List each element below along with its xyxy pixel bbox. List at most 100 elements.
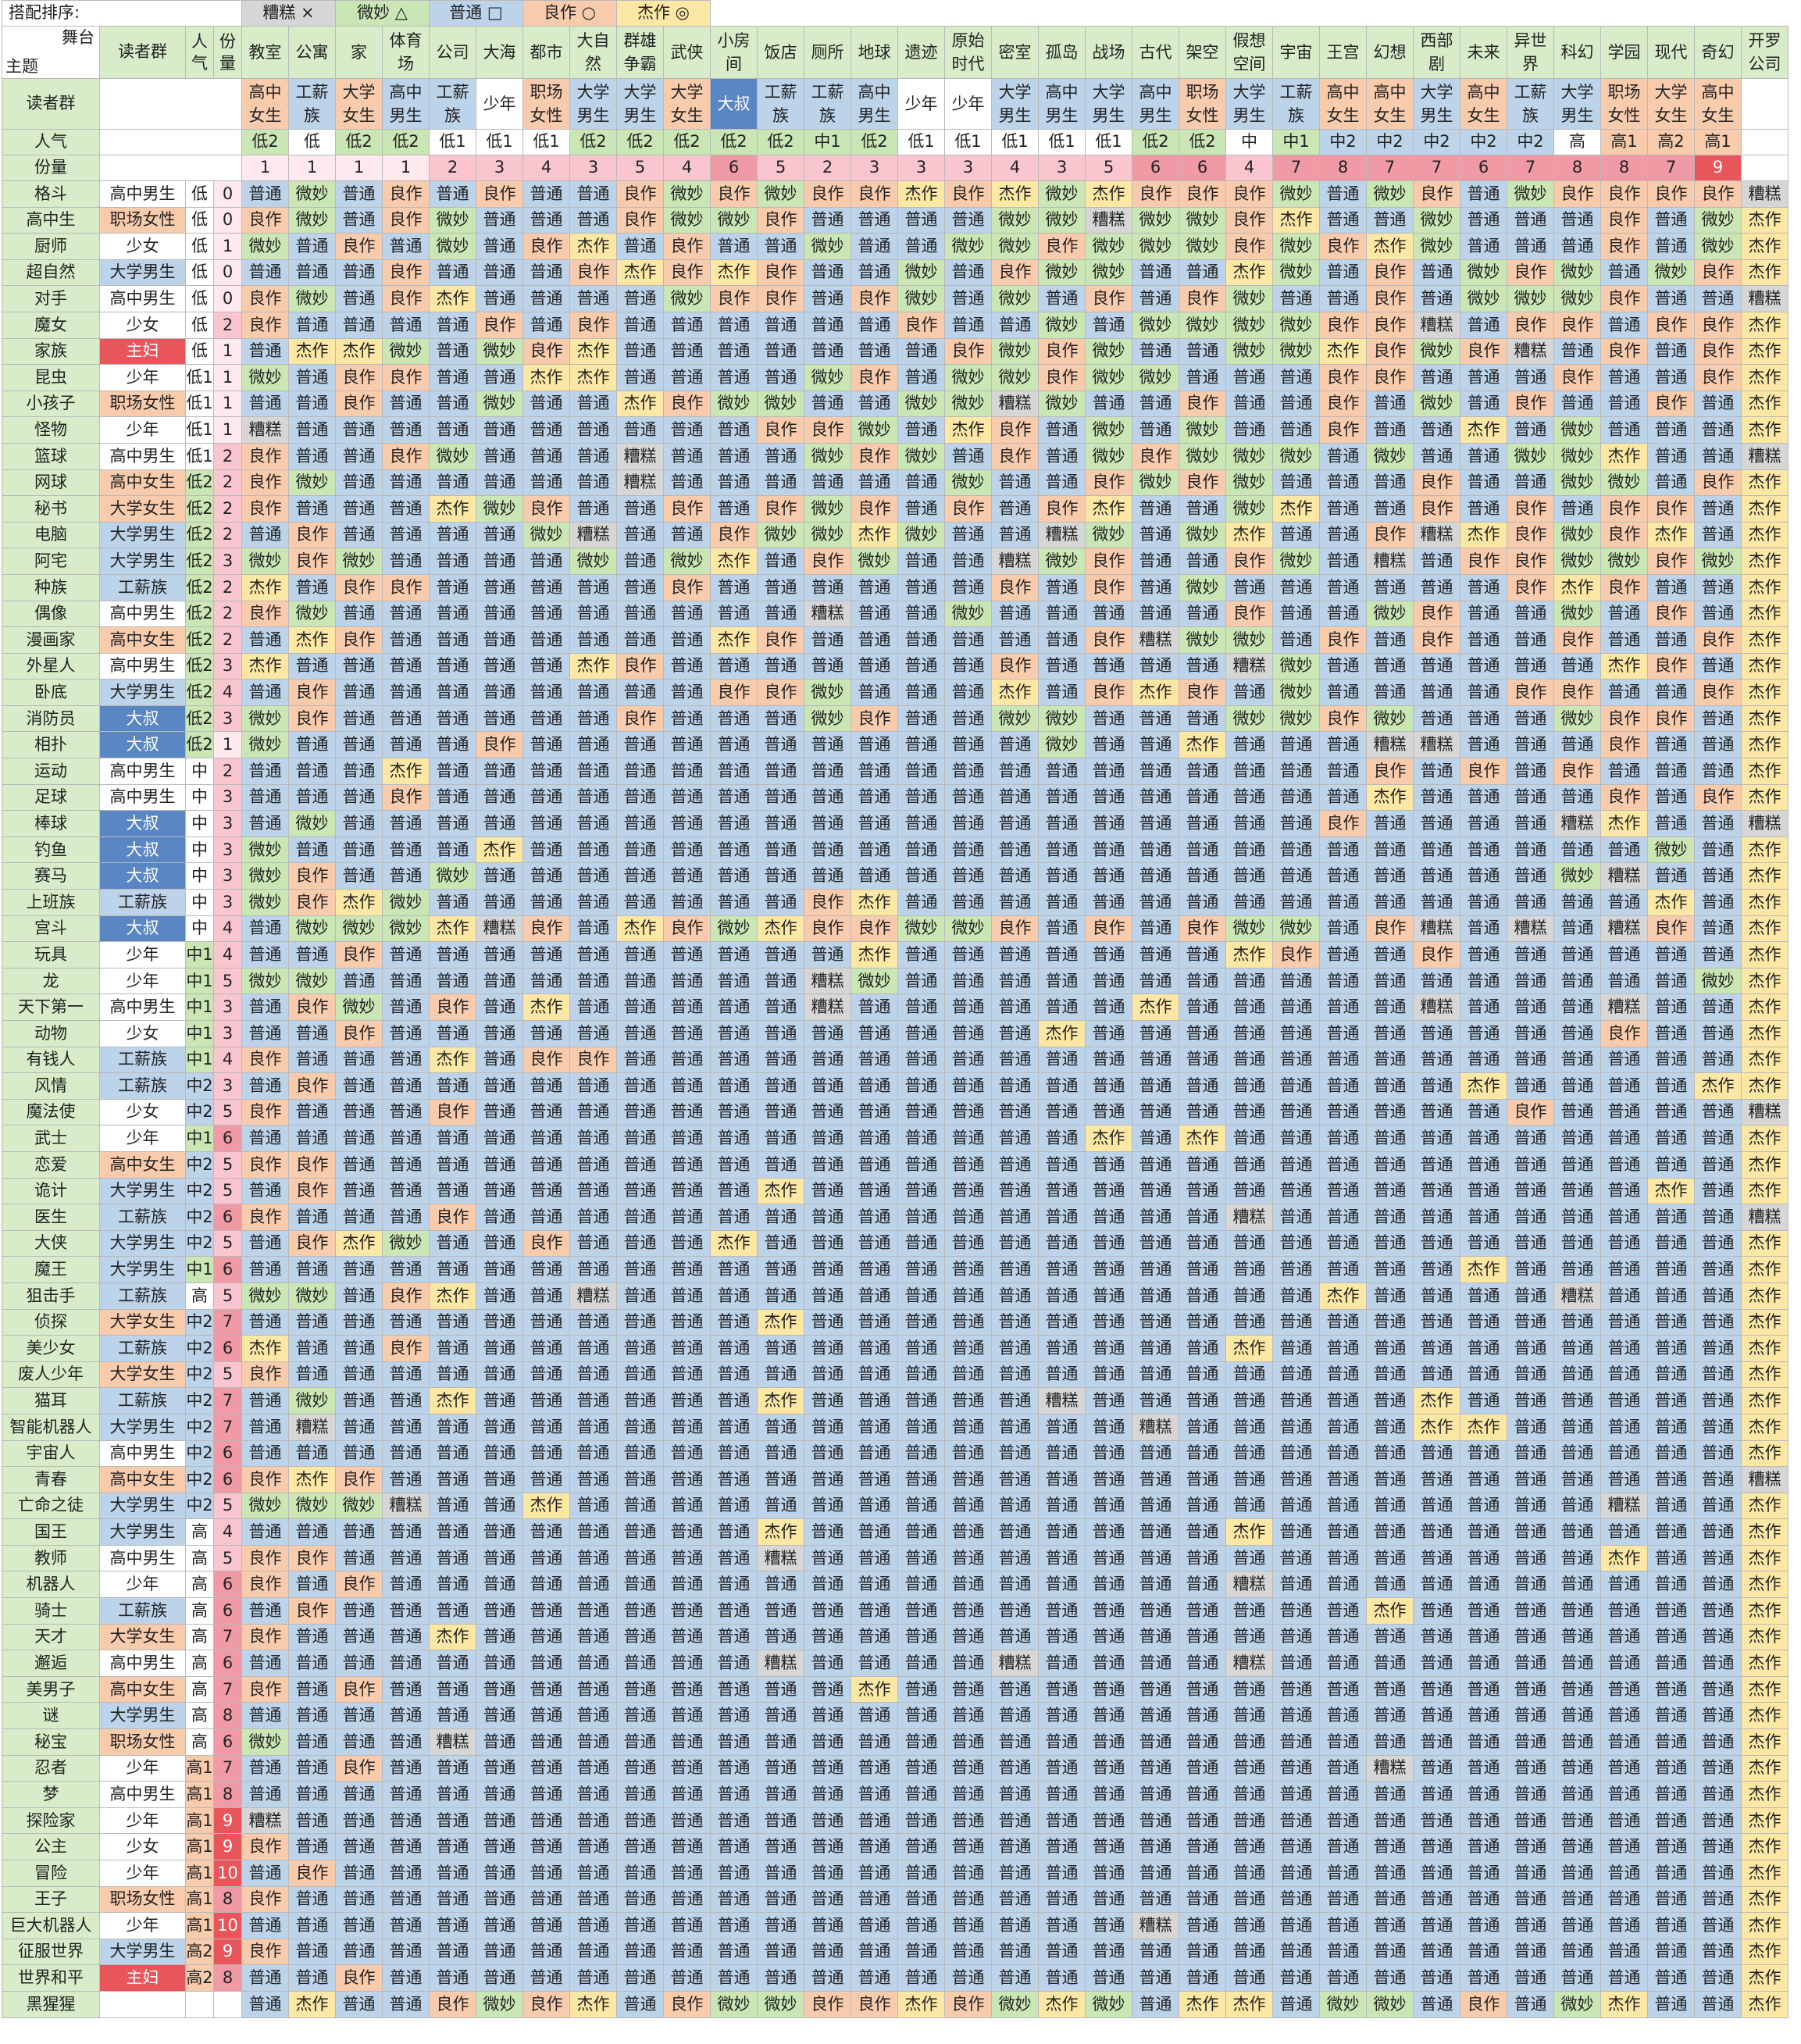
match-cell[interactable]: 普通 bbox=[476, 1912, 523, 1939]
match-cell[interactable]: 普通 bbox=[1085, 1387, 1132, 1414]
match-cell[interactable]: 普通 bbox=[710, 1492, 758, 1520]
match-cell[interactable]: 普通 bbox=[1085, 1282, 1132, 1310]
match-cell[interactable]: 糟糕 bbox=[1741, 442, 1789, 470]
match-cell[interactable]: 普通 bbox=[1600, 600, 1648, 628]
match-cell[interactable]: 普通 bbox=[1179, 1833, 1226, 1860]
match-cell[interactable]: 普通 bbox=[710, 1387, 758, 1414]
match-cell[interactable]: 普通 bbox=[1413, 679, 1460, 706]
match-cell[interactable]: 普通 bbox=[1132, 573, 1179, 601]
match-cell[interactable]: 普通 bbox=[1319, 600, 1367, 628]
match-cell[interactable]: 普通 bbox=[569, 1020, 617, 1047]
match-cell[interactable]: 普通 bbox=[851, 1544, 898, 1572]
match-cell[interactable]: 普通 bbox=[944, 836, 992, 864]
match-cell[interactable]: 普通 bbox=[1694, 1702, 1742, 1730]
match-cell[interactable]: 普通 bbox=[569, 1702, 617, 1730]
match-cell[interactable]: 良作 bbox=[288, 1072, 336, 1100]
match-cell[interactable]: 普通 bbox=[569, 600, 617, 628]
match-cell[interactable]: 杰作 bbox=[1413, 1413, 1460, 1441]
match-cell[interactable]: 普通 bbox=[616, 1938, 664, 1966]
match-cell[interactable]: 普通 bbox=[1038, 1650, 1086, 1677]
match-cell[interactable]: 微妙 bbox=[1225, 337, 1273, 366]
match-cell[interactable]: 普通 bbox=[382, 1833, 430, 1860]
match-cell[interactable]: 普通 bbox=[897, 652, 945, 680]
match-cell[interactable]: 普通 bbox=[1647, 1282, 1695, 1310]
match-cell[interactable]: 杰作 bbox=[1741, 1807, 1789, 1835]
match-cell[interactable]: 杰作 bbox=[429, 1623, 476, 1651]
match-cell[interactable]: 普通 bbox=[663, 810, 711, 837]
match-cell[interactable]: 普通 bbox=[1507, 1702, 1554, 1730]
match-cell[interactable]: 普通 bbox=[1460, 1492, 1507, 1520]
match-cell[interactable]: 微妙 bbox=[897, 442, 945, 470]
match-cell[interactable]: 普通 bbox=[1366, 1282, 1414, 1310]
match-cell[interactable]: 良作 bbox=[757, 626, 804, 654]
match-cell[interactable]: 普通 bbox=[1366, 206, 1414, 234]
stage-header[interactable]: 孤岛 bbox=[1038, 26, 1086, 79]
match-cell[interactable]: 良作 bbox=[241, 1098, 289, 1126]
match-cell[interactable]: 普通 bbox=[1413, 1125, 1460, 1152]
match-cell[interactable]: 普通 bbox=[288, 1675, 336, 1703]
match-cell[interactable]: 普通 bbox=[757, 862, 804, 890]
match-cell[interactable]: 普通 bbox=[1647, 1650, 1695, 1677]
match-cell[interactable]: 普通 bbox=[1694, 1046, 1742, 1074]
match-cell[interactable]: 普通 bbox=[1132, 521, 1179, 549]
match-cell[interactable]: 普通 bbox=[1694, 758, 1742, 785]
match-cell[interactable]: 普通 bbox=[897, 758, 945, 785]
match-cell[interactable]: 普通 bbox=[1225, 1256, 1273, 1283]
match-cell[interactable]: 普通 bbox=[1413, 1072, 1460, 1100]
match-cell[interactable]: 普通 bbox=[569, 1413, 617, 1441]
match-cell[interactable]: 普通 bbox=[1647, 1046, 1695, 1074]
match-cell[interactable]: 普通 bbox=[991, 1754, 1039, 1782]
match-cell[interactable]: 普通 bbox=[1507, 206, 1554, 234]
match-cell[interactable]: 普通 bbox=[710, 1072, 758, 1100]
match-cell[interactable]: 普通 bbox=[382, 1781, 430, 1808]
match-cell[interactable]: 普通 bbox=[1413, 548, 1460, 575]
match-cell[interactable]: 普通 bbox=[476, 442, 523, 470]
match-cell[interactable]: 普通 bbox=[1038, 1177, 1086, 1205]
match-cell[interactable]: 杰作 bbox=[1741, 1413, 1789, 1441]
match-cell[interactable]: 普通 bbox=[241, 1387, 289, 1414]
match-cell[interactable]: 微妙 bbox=[1694, 967, 1742, 995]
match-cell[interactable]: 糟糕 bbox=[288, 1413, 336, 1441]
match-cell[interactable]: 普通 bbox=[335, 1072, 383, 1100]
stage-header[interactable]: 西部剧 bbox=[1413, 26, 1460, 79]
match-cell[interactable]: 普通 bbox=[288, 1807, 336, 1835]
theme-name[interactable]: 教师 bbox=[2, 1544, 100, 1572]
match-cell[interactable]: 普通 bbox=[1085, 836, 1132, 864]
match-cell[interactable]: 普通 bbox=[1132, 1335, 1179, 1362]
match-cell[interactable]: 普通 bbox=[944, 521, 992, 549]
match-cell[interactable]: 普通 bbox=[1272, 1177, 1320, 1205]
match-cell[interactable]: 普通 bbox=[1038, 469, 1086, 497]
match-cell[interactable]: 杰作 bbox=[1741, 783, 1789, 812]
match-cell[interactable]: 普通 bbox=[616, 1256, 664, 1283]
match-cell[interactable]: 良作 bbox=[1694, 626, 1742, 654]
match-cell[interactable]: 普通 bbox=[476, 1413, 523, 1441]
match-cell[interactable]: 普通 bbox=[1038, 915, 1086, 943]
match-cell[interactable]: 普通 bbox=[1179, 652, 1226, 680]
match-cell[interactable]: 普通 bbox=[1038, 1885, 1086, 1914]
match-cell[interactable]: 普通 bbox=[1600, 1177, 1648, 1205]
match-cell[interactable]: 杰作 bbox=[1741, 1518, 1789, 1546]
match-cell[interactable]: 普通 bbox=[616, 626, 664, 654]
match-cell[interactable]: 良作 bbox=[241, 206, 289, 234]
match-cell[interactable]: 普通 bbox=[663, 731, 711, 759]
match-cell[interactable]: 普通 bbox=[804, 469, 851, 497]
match-cell[interactable]: 普通 bbox=[1366, 1150, 1414, 1179]
match-cell[interactable]: 普通 bbox=[757, 1204, 804, 1231]
match-cell[interactable]: 普通 bbox=[1553, 1938, 1601, 1966]
match-cell[interactable]: 普通 bbox=[1319, 731, 1367, 759]
match-cell[interactable]: 普通 bbox=[991, 1020, 1039, 1047]
match-cell[interactable]: 普通 bbox=[1272, 862, 1320, 890]
match-cell[interactable]: 普通 bbox=[897, 967, 945, 995]
match-cell[interactable]: 微妙 bbox=[897, 285, 945, 312]
match-cell[interactable]: 普通 bbox=[335, 1308, 383, 1336]
match-cell[interactable]: 普通 bbox=[1085, 1204, 1132, 1231]
match-cell[interactable]: 杰作 bbox=[1600, 1544, 1648, 1572]
match-cell[interactable]: 普通 bbox=[1460, 626, 1507, 654]
match-cell[interactable]: 普通 bbox=[1694, 1150, 1742, 1179]
match-cell[interactable]: 杰作 bbox=[1225, 521, 1273, 549]
match-cell[interactable]: 普通 bbox=[1366, 416, 1414, 444]
match-cell[interactable]: 良作 bbox=[1319, 364, 1367, 391]
match-cell[interactable]: 良作 bbox=[288, 1597, 336, 1625]
match-cell[interactable]: 普通 bbox=[382, 679, 430, 706]
match-cell[interactable]: 普通 bbox=[944, 573, 992, 601]
